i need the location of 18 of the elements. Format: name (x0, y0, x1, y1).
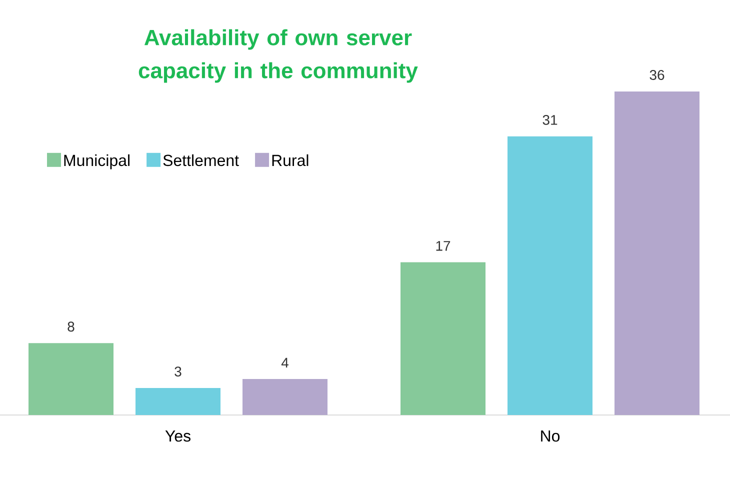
bar (242, 379, 328, 415)
bar (400, 262, 486, 415)
data-label: 4 (281, 358, 288, 368)
data-label: 3 (174, 366, 182, 377)
data-label: 31 (542, 114, 558, 125)
bar (136, 388, 221, 415)
chart-title: Availability of own server capacity in the community (138, 29, 418, 83)
x-tick-label: No (541, 430, 560, 442)
bar (508, 136, 593, 415)
bar (614, 91, 700, 415)
data-label: 17 (436, 241, 450, 251)
legend-label: Municipal (64, 154, 130, 170)
data-label: 36 (650, 70, 664, 80)
x-tick-label: Yes (165, 430, 190, 442)
bar (28, 343, 114, 415)
legend-label: Settlement (163, 154, 239, 166)
data-label: 8 (68, 322, 74, 332)
legend-label: Rural (272, 154, 308, 166)
